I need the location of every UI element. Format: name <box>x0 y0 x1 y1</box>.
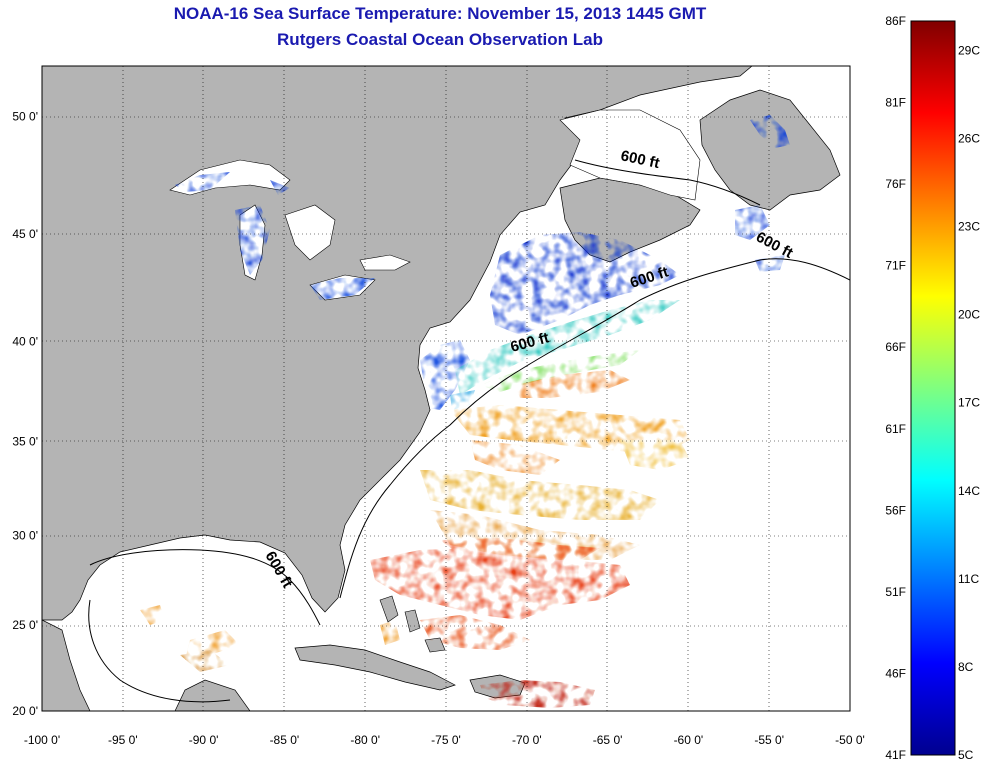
sst-cold <box>175 115 790 410</box>
isobath-600ft <box>89 159 850 626</box>
lon-tick-label: -90 0' <box>189 733 219 747</box>
lat-tick-label: 20 0' <box>12 704 38 718</box>
lake-huron <box>284 204 336 261</box>
lat-tick-label: 35 0' <box>12 435 38 449</box>
lon-tick-label: -60 0' <box>674 733 704 747</box>
lat-tick-label: 45 0' <box>12 227 38 241</box>
sst-hot <box>140 538 630 708</box>
celsius-label: 29C <box>958 43 980 57</box>
fahrenheit-label: 56F <box>885 503 906 517</box>
lon-tick-label: -50 0' <box>835 733 865 747</box>
map-grid <box>42 66 850 711</box>
chart-subtitle: Rutgers Coastal Ocean Observation Lab <box>277 30 603 49</box>
fahrenheit-label: 66F <box>885 340 906 354</box>
fahrenheit-label: 41F <box>885 748 906 762</box>
land-mexico <box>42 619 91 711</box>
celsius-label: 17C <box>958 396 980 410</box>
fahrenheit-label: 76F <box>885 177 906 191</box>
colorbar-celsius-labels: 29C 26C 23C 20C 17C 14C 11C 8C 5C <box>958 43 980 762</box>
land-cuba <box>294 644 456 691</box>
celsius-label: 23C <box>958 220 980 234</box>
sst-cool <box>450 300 680 410</box>
fahrenheit-label: 81F <box>885 96 906 110</box>
celsius-label: 26C <box>958 131 980 145</box>
celsius-label: 20C <box>958 308 980 322</box>
celsius-label: 8C <box>958 660 974 674</box>
celsius-label: 5C <box>958 748 974 762</box>
fahrenheit-label: 71F <box>885 259 906 273</box>
lon-tick-label: -100 0' <box>24 733 60 747</box>
fahrenheit-label: 46F <box>885 666 906 680</box>
lon-tick-label: -75 0' <box>431 733 461 747</box>
colorbar <box>910 20 956 756</box>
lat-tick-label: 40 0' <box>12 335 38 349</box>
land-newfoundland <box>699 89 841 211</box>
lon-tick-label: -80 0' <box>350 733 380 747</box>
fahrenheit-label: 86F <box>885 14 906 28</box>
lon-tick-label: -85 0' <box>270 733 300 747</box>
lon-tick-label: -70 0' <box>512 733 542 747</box>
celsius-label: 11C <box>958 572 979 586</box>
lat-tick-label: 25 0' <box>12 618 38 632</box>
lon-tick-label: -55 0' <box>754 733 784 747</box>
isobath-600ft-gulf <box>88 599 231 703</box>
celsius-label: 14C <box>958 484 980 498</box>
colorbar-fahrenheit-labels: 86F 81F 76F 71F 66F 61F 56F 51F 46F 41F <box>885 14 906 762</box>
fahrenheit-label: 51F <box>885 585 906 599</box>
lat-tick-labels: 20 0' 25 0' 30 0' 35 0' 40 0' 45 0' 50 0' <box>12 109 38 718</box>
lat-tick-label: 30 0' <box>12 529 38 543</box>
chart-title: NOAA-16 Sea Surface Temperature: Novembe… <box>173 4 707 23</box>
lon-tick-label: -95 0' <box>108 733 138 747</box>
lon-tick-label: -65 0' <box>593 733 623 747</box>
lat-tick-label: 50 0' <box>12 109 38 123</box>
fahrenheit-label: 61F <box>885 422 906 436</box>
land-yucatan <box>174 679 251 711</box>
lon-tick-labels: -100 0' -95 0' -90 0' -85 0' -80 0' -75 0' -70… <box>24 733 865 747</box>
gulf-st-lawrence <box>559 109 701 201</box>
